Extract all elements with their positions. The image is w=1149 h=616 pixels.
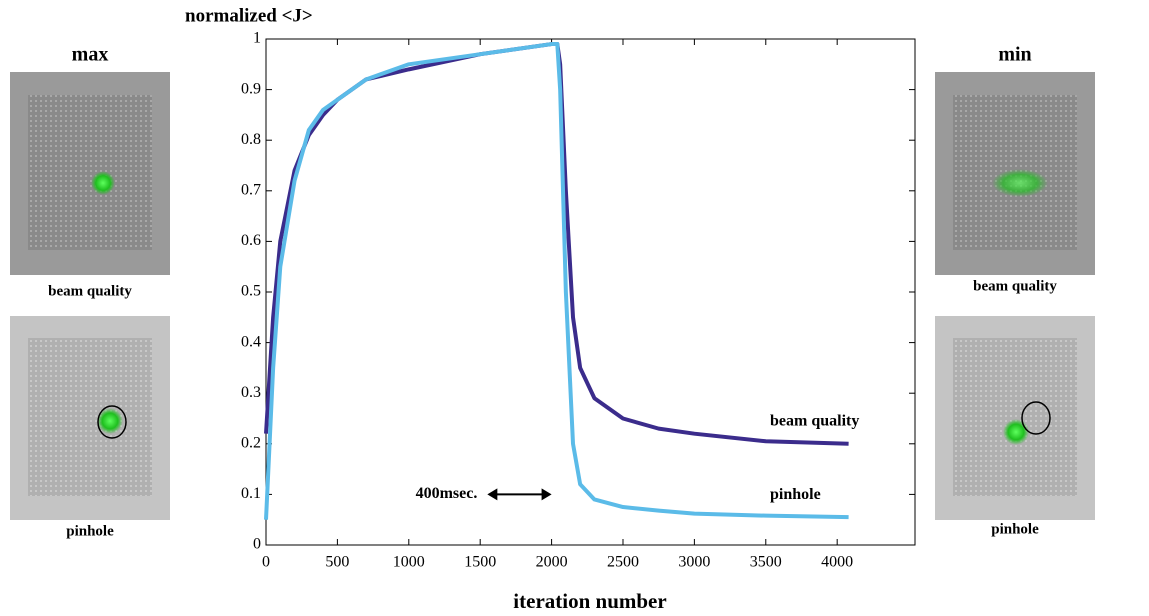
x-tick-label: 1000 — [393, 554, 425, 571]
y-tick-label: 0.4 — [241, 333, 261, 350]
x-tick-label: 0 — [262, 554, 270, 571]
y-tick-label: 0.3 — [241, 384, 261, 401]
arrow-head — [541, 488, 552, 501]
panel-title: min — [998, 44, 1031, 66]
image-max-pinhole — [10, 316, 170, 520]
y-tick-label: 0.5 — [241, 283, 261, 300]
annotation-text: 400msec. — [416, 485, 478, 502]
plot-frame — [265, 38, 916, 546]
series-line — [264, 42, 849, 446]
panel-caption: beam quality — [973, 278, 1057, 294]
y-tick-label: 0.2 — [241, 434, 261, 451]
panel-caption: pinhole — [991, 521, 1039, 537]
y-axis-label: normalized <J> — [185, 5, 313, 26]
y-tick-label: 0.7 — [241, 181, 261, 198]
panel-title: max — [72, 44, 109, 66]
y-tick-label: 0 — [253, 536, 261, 553]
x-tick-label: 3000 — [678, 554, 710, 571]
x-tick-label: 2500 — [607, 554, 639, 571]
panel-caption: pinhole — [66, 523, 114, 539]
y-tick-label: 0.9 — [241, 80, 261, 97]
x-axis-label: iteration number — [513, 589, 666, 613]
y-tick-label: 0.8 — [241, 131, 261, 148]
x-tick-label: 4000 — [821, 554, 853, 571]
panel-caption: beam quality — [48, 283, 132, 299]
image-max-beam — [10, 72, 170, 275]
image-min-beam — [935, 72, 1095, 275]
series-label: beam quality — [770, 412, 859, 429]
image-min-pinhole — [935, 316, 1095, 520]
x-tick-label: 3500 — [750, 554, 782, 571]
series-line — [264, 42, 849, 520]
x-tick-label: 1500 — [464, 554, 496, 571]
arrow-head — [487, 488, 498, 501]
series-label: pinhole — [770, 486, 821, 503]
y-tick-label: 0.1 — [241, 485, 261, 502]
y-tick-label: 0.6 — [241, 232, 261, 249]
y-tick-label: 1 — [253, 30, 261, 47]
x-tick-label: 2000 — [536, 554, 568, 571]
x-tick-label: 500 — [325, 554, 349, 571]
